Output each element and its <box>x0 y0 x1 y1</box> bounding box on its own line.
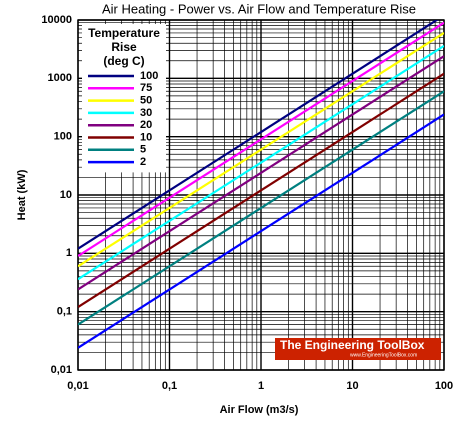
plot-border <box>77 19 445 371</box>
series-group <box>78 20 444 349</box>
x-tick-label: 0,01 <box>67 380 88 392</box>
y-tick-label: 10 <box>60 189 72 201</box>
watermark-box <box>275 338 441 360</box>
series-line <box>78 113 444 349</box>
watermark-title: The Engineering ToolBox <box>280 338 425 352</box>
legend-label: 20 <box>140 119 152 131</box>
y-tick-label: 100 <box>54 131 72 143</box>
series-line <box>78 90 444 326</box>
y-tick-label: 1 <box>66 247 72 259</box>
y-tick-label: 1000 <box>48 72 72 84</box>
legend-label: 100 <box>140 70 158 82</box>
y-tick-label: 0,01 <box>51 364 72 376</box>
x-tick-label: 1 <box>258 380 264 392</box>
series-line <box>78 20 439 250</box>
y-tick-label: 0,1 <box>57 306 72 318</box>
legend-label: 5 <box>140 144 146 156</box>
series-line <box>78 55 444 291</box>
series-line <box>78 44 444 281</box>
x-tick-label: 100 <box>435 380 453 392</box>
y-axis-label: Heat (kW) <box>16 169 28 220</box>
legend-label: 2 <box>140 156 146 168</box>
legend-box <box>82 24 166 173</box>
legend-title: (deg C) <box>103 54 144 68</box>
x-axis-label: Air Flow (m3/s) <box>220 404 299 416</box>
legend-label: 75 <box>140 82 152 94</box>
legend-label: 10 <box>140 131 152 143</box>
legend-label: 30 <box>140 107 152 119</box>
x-tick-label: 0,1 <box>162 380 177 392</box>
legend-label: 50 <box>140 95 152 107</box>
legend-title: Rise <box>111 40 137 54</box>
series-line <box>78 72 444 308</box>
series-line <box>78 32 444 268</box>
x-tick-label: 10 <box>346 380 358 392</box>
watermark-url: www.EngineeringToolBox.com <box>350 352 417 358</box>
chart-title: Air Heating - Power vs. Air Flow and Tem… <box>102 1 416 16</box>
series-line <box>78 21 444 257</box>
y-tick-label: 10000 <box>41 14 72 26</box>
legend-title: Temperature <box>88 26 160 40</box>
